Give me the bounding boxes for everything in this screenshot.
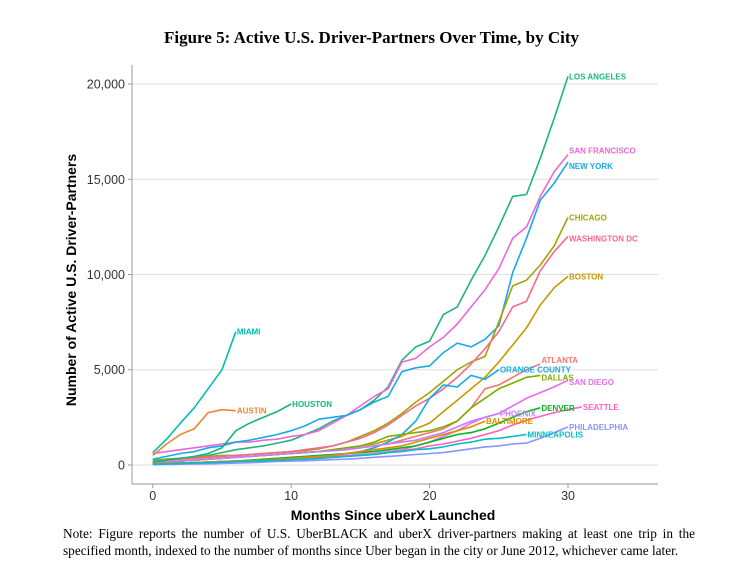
series-labels: LOS ANGELES SAN FRANCISCO NEW YORK CHICAGO W… [237, 72, 638, 439]
series-label-philadelphia: PHILADELPHIA [569, 423, 628, 432]
series-label-minneapolis: MINNEAPOLIS [528, 430, 584, 439]
series-line-houston [152, 403, 292, 463]
series-line-new-york [152, 161, 569, 460]
x-tick-label: 30 [561, 489, 575, 503]
y-tick-label: 20,000 [87, 78, 125, 92]
series-label-baltimore: BALTIMORE [486, 417, 534, 426]
series-label-san-diego: SAN DIEGO [569, 378, 614, 387]
series-label-seattle: SEATTLE [583, 403, 620, 412]
x-axis-title: Months Since uberX Launched [291, 507, 496, 520]
y-tick-label: 10,000 [87, 268, 125, 282]
series-label-atlanta: ATLANTA [541, 356, 578, 365]
y-tick-label: 15,000 [87, 173, 125, 187]
series-lines [152, 76, 583, 466]
series-label-phoenix: PHOENIX [500, 410, 537, 419]
series-line-san-francisco [152, 153, 569, 455]
series-label-san-francisco: SAN FRANCISCO [569, 147, 636, 156]
series-label-los-angeles: LOS ANGELES [569, 72, 627, 81]
figure-title: Figure 5: Active U.S. Driver-Partners Ov… [164, 28, 579, 47]
y-tick-label: 5,000 [94, 363, 125, 377]
series-line-los-angeles [152, 76, 569, 461]
series-line-phoenix [152, 412, 500, 464]
gridlines [132, 83, 658, 466]
x-tick-label: 20 [423, 489, 437, 503]
series-line-minneapolis [152, 433, 527, 466]
series-line-philadelphia [152, 426, 569, 466]
series-label-boston: BOSTON [569, 272, 603, 281]
figure-note: Note: Figure reports the number of U.S. … [63, 526, 695, 558]
series-label-washington-dc: WASHINGTON DC [569, 234, 638, 243]
series-label-austin: AUSTIN [237, 407, 267, 416]
series-label-chicago: CHICAGO [569, 213, 607, 222]
series-label-orange-county: ORANGE COUNTY [500, 366, 572, 375]
series-label-houston: HOUSTON [292, 400, 332, 409]
series-line-chicago [152, 217, 569, 462]
y-tick-label: 0 [118, 458, 125, 472]
series-label-dallas: DALLAS [541, 373, 574, 382]
series-line-austin [152, 408, 236, 457]
series-label-denver: DENVER [541, 404, 575, 413]
series-line-washington-dc [152, 235, 569, 463]
y-axis-title: Number of Active U.S. Driver-Partners [63, 154, 79, 407]
series-label-new-york: NEW YORK [569, 162, 613, 171]
x-tick-label: 0 [149, 489, 156, 503]
axes: 0 5,000 10,000 15,000 20,000 0 10 20 30 [87, 65, 658, 503]
series-label-miami: MIAMI [237, 328, 261, 337]
x-tick-label: 10 [284, 489, 298, 503]
series-line-miami [152, 331, 237, 454]
line-chart: 0 5,000 10,000 15,000 20,000 0 10 20 30 LOS ANGE… [63, 65, 658, 520]
